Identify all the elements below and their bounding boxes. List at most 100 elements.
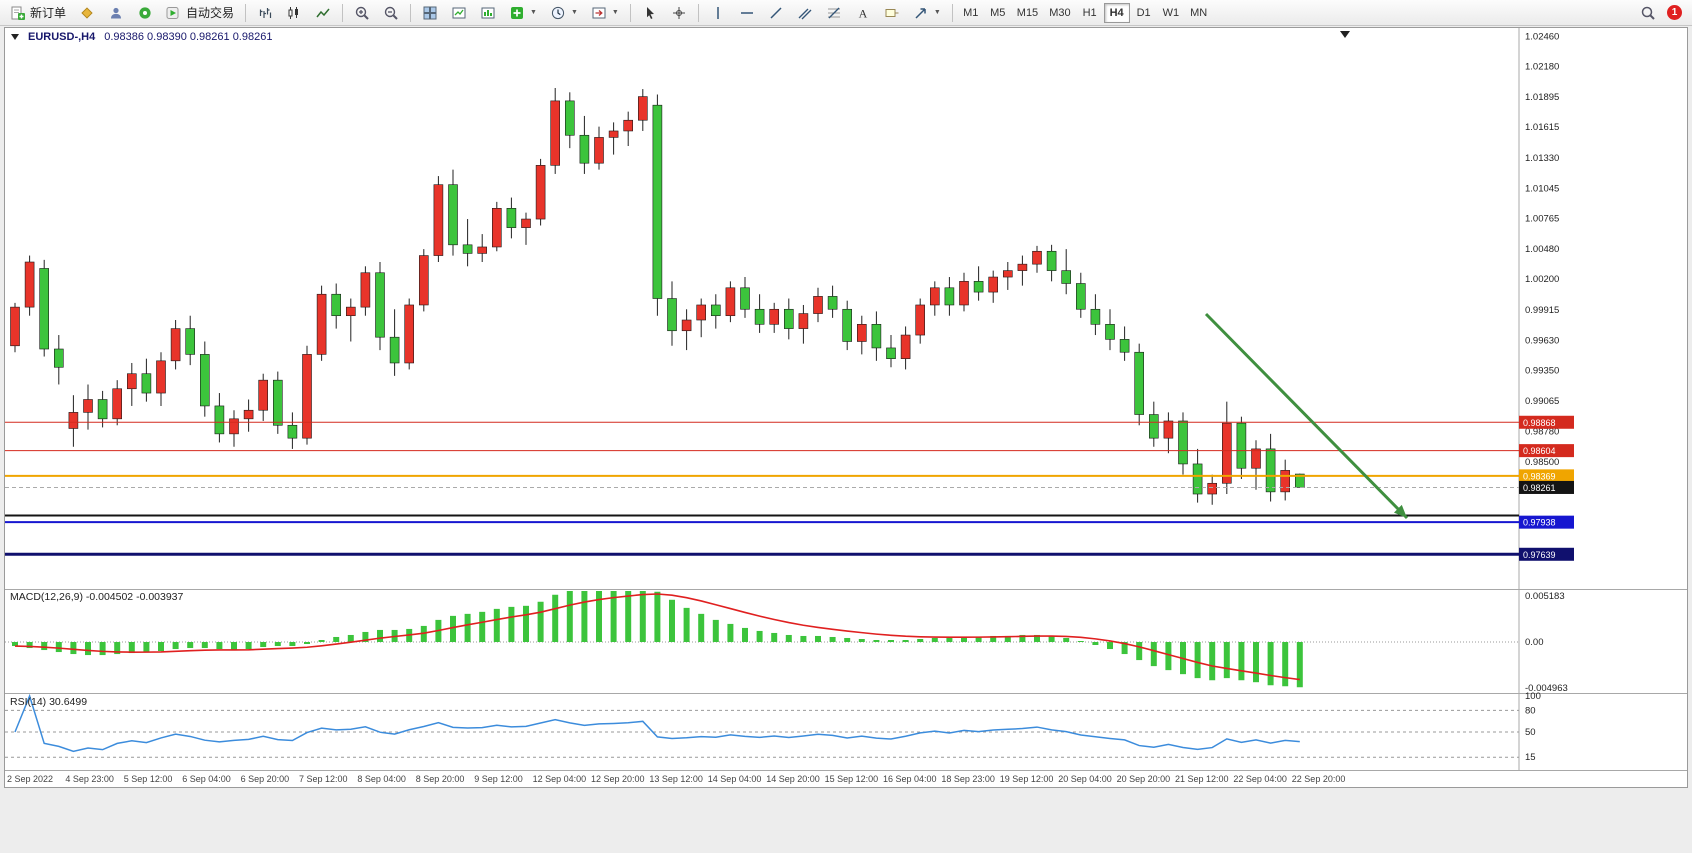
line-chart-icon (316, 8, 330, 17)
ohlc-bars-icon (259, 7, 272, 18)
svg-text:0.97938: 0.97938 (1523, 518, 1556, 528)
svg-text:0.98868: 0.98868 (1523, 418, 1556, 428)
zoom-in-button[interactable] (348, 2, 376, 24)
svg-text:-0.004963: -0.004963 (1525, 683, 1568, 694)
chart-canvas[interactable]: 1.02460 1.02180 1.01895 1.01615 1.01330 1.010… (5, 28, 1687, 787)
svg-text:8 Sep 20:00: 8 Sep 20:00 (416, 774, 465, 784)
svg-text:6 Sep 04:00: 6 Sep 04:00 (182, 774, 231, 784)
svg-text:16 Sep 04:00: 16 Sep 04:00 (883, 774, 937, 784)
templates-button[interactable]: ▼ (585, 2, 625, 24)
new-order-button[interactable]: 新订单 (4, 2, 72, 24)
tf-button-h4[interactable]: H4 (1103, 2, 1130, 23)
svg-text:5 Sep 12:00: 5 Sep 12:00 (124, 774, 173, 784)
line-chart-button[interactable] (309, 2, 337, 24)
svg-text:20 Sep 20:00: 20 Sep 20:00 (1117, 774, 1171, 784)
chart-window: EURUSD-,H4 0.98386 0.98390 0.98261 0.982… (4, 27, 1688, 788)
tf-button-m15[interactable]: M15 (1012, 3, 1043, 23)
chart-menu-icon[interactable] (11, 34, 19, 40)
svg-text:1.02460: 1.02460 (1525, 31, 1559, 42)
crosshair-tool-button[interactable] (665, 2, 693, 24)
horizontal-line-tool-button[interactable] (733, 2, 761, 24)
auto-trading-button[interactable]: 自动交易 (160, 2, 240, 24)
new-order-label: 新订单 (30, 6, 67, 20)
svg-text:0.98369: 0.98369 (1523, 471, 1556, 481)
svg-text:0.00: 0.00 (1525, 637, 1544, 648)
svg-text:7 Sep 12:00: 7 Sep 12:00 (299, 774, 348, 784)
text-icon: A (859, 6, 868, 20)
text-tool-button[interactable]: A (849, 2, 877, 24)
tile-windows-icon (423, 6, 437, 19)
indicators-button[interactable]: ▼ (503, 2, 543, 24)
svg-text:12 Sep 04:00: 12 Sep 04:00 (533, 774, 587, 784)
toolbar-separator (342, 3, 344, 22)
svg-text:9 Sep 12:00: 9 Sep 12:00 (474, 774, 523, 784)
tile-windows-button[interactable] (416, 2, 444, 24)
svg-text:1.00480: 1.00480 (1525, 244, 1559, 255)
channel-icon (798, 8, 812, 19)
search-button[interactable] (1634, 2, 1662, 24)
tf-button-d1[interactable]: D1 (1131, 3, 1157, 23)
profile-icon (111, 7, 122, 18)
arrow-shape-icon (915, 7, 926, 19)
svg-text:1.00200: 1.00200 (1525, 274, 1559, 285)
tf-button-w1[interactable]: W1 (1158, 3, 1185, 23)
svg-text:13 Sep 12:00: 13 Sep 12:00 (649, 774, 703, 784)
rsi-pane: 100 80 50 15 (5, 691, 1541, 763)
notification-badge[interactable]: 1 (1667, 5, 1682, 20)
chart-window-button[interactable] (445, 2, 473, 24)
cursor-icon (646, 6, 654, 19)
market-button[interactable] (73, 2, 101, 24)
fibonacci-icon (827, 7, 840, 18)
bar-chart-button[interactable] (251, 2, 279, 24)
chart-ohlc-values: 0.98386 0.98390 0.98261 0.98261 (104, 31, 273, 43)
zoom-out-button[interactable] (377, 2, 405, 24)
time-axis: 2 Sep 2022 4 Sep 23:00 5 Sep 12:00 6 Sep 04… (7, 774, 1345, 784)
horizontal-lines: 0.98868 0.98604 0.98369 0.98261 0.97938 0.976… (5, 415, 1574, 561)
svg-text:22 Sep 04:00: 22 Sep 04:00 (1233, 774, 1287, 784)
tf-button-h1[interactable]: H1 (1077, 3, 1103, 23)
dropdown-caret-icon: ▼ (530, 9, 537, 16)
tf-button-m30[interactable]: M30 (1044, 3, 1075, 23)
svg-text:15: 15 (1525, 752, 1536, 763)
search-icon (1641, 6, 1655, 20)
toolbar-separator (245, 3, 247, 22)
shapes-tool-button[interactable]: ▼ (907, 2, 947, 24)
fibonacci-tool-button[interactable] (820, 2, 848, 24)
candlesticks-icon (288, 6, 299, 19)
dropdown-caret-icon: ▼ (570, 9, 578, 16)
svg-text:4 Sep 23:00: 4 Sep 23:00 (65, 774, 114, 784)
svg-text:14 Sep 04:00: 14 Sep 04:00 (708, 774, 762, 784)
indicators-plus-icon (511, 6, 524, 19)
community-button[interactable] (102, 2, 130, 24)
text-label-icon (885, 8, 899, 17)
label-tool-button[interactable] (878, 2, 906, 24)
svg-text:0.98604: 0.98604 (1523, 446, 1556, 456)
svg-text:19 Sep 12:00: 19 Sep 12:00 (1000, 774, 1054, 784)
candlestick-chart-button[interactable] (280, 2, 308, 24)
svg-text:22 Sep 20:00: 22 Sep 20:00 (1292, 774, 1346, 784)
horizontal-line-icon (740, 11, 753, 14)
chart-symbol-period: EURUSD-,H4 (28, 31, 96, 43)
vertical-line-tool-button[interactable] (704, 2, 732, 24)
cursor-tool-button[interactable] (636, 2, 664, 24)
tf-button-m1[interactable]: M1 (958, 3, 984, 23)
svg-text:1.02180: 1.02180 (1525, 62, 1559, 73)
svg-text:0.005183: 0.005183 (1525, 591, 1565, 602)
periods-button[interactable]: ▼ (544, 2, 584, 24)
tf-button-mn[interactable]: MN (1185, 3, 1212, 23)
channel-tool-button[interactable] (791, 2, 819, 24)
svg-text:2 Sep 2022: 2 Sep 2022 (7, 774, 53, 784)
tf-button-m5[interactable]: M5 (985, 3, 1011, 23)
chart-bars-window-button[interactable] (474, 2, 502, 24)
svg-text:A: A (859, 6, 868, 20)
svg-text:12 Sep 20:00: 12 Sep 20:00 (591, 774, 645, 784)
zoom-in-icon (355, 6, 369, 20)
macd-pane: 0.005183 0.00 -0.004963 (5, 591, 1568, 694)
svg-text:1.01045: 1.01045 (1525, 183, 1559, 194)
candle-series (10, 88, 1305, 505)
dropdown-caret-icon: ▼ (611, 9, 619, 16)
trendline-tool-button[interactable] (762, 2, 790, 24)
metaeditor-button[interactable] (131, 2, 159, 24)
svg-text:14 Sep 20:00: 14 Sep 20:00 (766, 774, 820, 784)
